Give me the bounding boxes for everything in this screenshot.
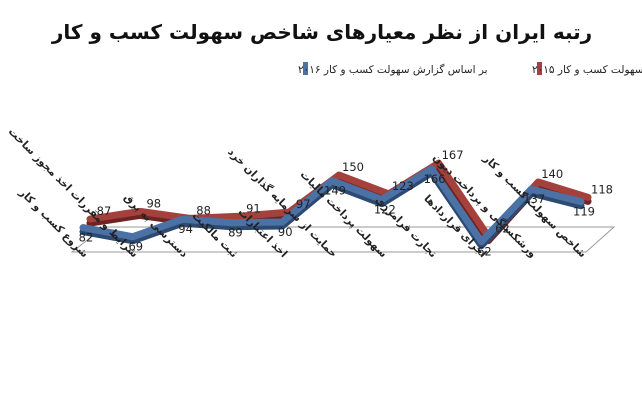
data-label-2015-4: 97 xyxy=(296,197,311,211)
point-2015-0 xyxy=(88,217,92,221)
data-label-2016-2: 94 xyxy=(178,222,193,236)
data-label-2016-0: 82 xyxy=(79,231,94,245)
point-2015-3 xyxy=(237,214,241,218)
data-label-2016-9: 137 xyxy=(523,192,545,206)
data-label-2015-3: 91 xyxy=(246,201,261,215)
data-label-2015-9: 140 xyxy=(541,167,563,181)
chart-title: رتبه ایران از نظر معیارهای شاخص سهولت کس… xyxy=(51,20,592,44)
point-2015-10 xyxy=(586,195,590,199)
data-label-2015-0: 87 xyxy=(97,204,112,218)
point-2016-8 xyxy=(479,240,483,244)
data-label-2016-1: 69 xyxy=(128,240,143,254)
legend: بر اساس گزارش سهولت کسب و کار ۲۰۱۵ بر اس… xyxy=(298,62,642,76)
legend-label-2015: بر اساس گزارش سهولت کسب و کار ۲۰۱۵ xyxy=(532,63,642,76)
data-label-2016-8: 62 xyxy=(477,245,492,259)
point-2016-7 xyxy=(430,167,434,171)
data-label-2015-7: 167 xyxy=(442,148,464,162)
legend-label-2016: بر اساس گزارش سهولت کسب و کار ۲۰۱۶ xyxy=(298,63,488,76)
data-label-2016-6: 122 xyxy=(374,203,396,217)
point-2015-5 xyxy=(337,173,341,177)
data-label-2016-5: 149 xyxy=(324,184,346,198)
point-2016-2 xyxy=(181,217,185,221)
data-label-2016-10: 119 xyxy=(573,205,595,219)
data-label-2015-1: 98 xyxy=(146,196,161,210)
data-label-2016-7: 166 xyxy=(424,172,446,186)
legend-item-2016: بر اساس گزارش سهولت کسب و کار ۲۰۱۶ xyxy=(298,62,488,76)
point-2016-9 xyxy=(529,187,533,191)
data-label-2016-3: 89 xyxy=(228,226,243,240)
legend-swatch-2016 xyxy=(303,62,308,75)
point-2016-4 xyxy=(280,220,284,224)
data-label-2016-4: 90 xyxy=(278,225,293,239)
legend-item-2015: بر اساس گزارش سهولت کسب و کار ۲۰۱۵ xyxy=(532,62,642,76)
data-label-2015-10: 118 xyxy=(591,182,613,196)
data-label-2015-8: 62 xyxy=(495,222,510,236)
point-2016-6 xyxy=(380,198,384,202)
point-2016-3 xyxy=(230,221,234,225)
point-2016-10 xyxy=(579,200,583,204)
point-2016-0 xyxy=(81,226,85,230)
data-label-2015-5: 150 xyxy=(342,160,364,174)
point-2016-5 xyxy=(330,179,334,183)
point-2015-9 xyxy=(536,180,540,184)
data-label-2015-2: 88 xyxy=(196,203,211,217)
point-2015-1 xyxy=(138,209,142,213)
data-label-2015-6: 123 xyxy=(392,179,414,193)
legend-swatch-2015 xyxy=(537,62,542,75)
point-2016-1 xyxy=(131,235,135,239)
point-2015-7 xyxy=(437,161,441,165)
